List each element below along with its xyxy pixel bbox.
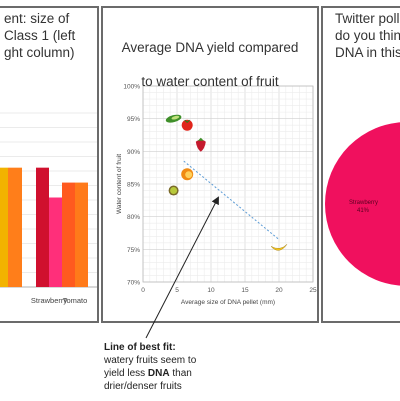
strawberry-leaves — [197, 137, 204, 141]
x-tick-label: Strawberry — [31, 296, 68, 305]
x-tick-label: 5 — [175, 287, 179, 294]
annotation-line3: yield less DNA than — [104, 368, 192, 379]
point-tomato — [181, 119, 193, 131]
pie-slice-value: 41% — [357, 208, 370, 214]
bar — [49, 197, 62, 287]
kiwi-flesh — [170, 187, 178, 195]
x-tick-label: Tomato — [63, 296, 88, 305]
point-orange — [181, 168, 194, 181]
scatter-title-line1: Average DNA yield compared — [121, 40, 299, 55]
scatter-chart: 0 5 10 15 20 25 70% 75% 80% 85% 90% 95% 100% Average … — [116, 84, 317, 307]
poll-chart-title: Twitter poll do you thin DNA in this — [335, 11, 400, 60]
scatter-chart-panel: Average DNA yield compared to water cont… — [101, 6, 319, 323]
y-tick-label: 95% — [127, 116, 140, 123]
point-banana — [270, 244, 288, 251]
y-tick-label: 75% — [127, 247, 140, 254]
x-tick-label: 25 — [309, 287, 317, 294]
pie-slice-label: Strawberry — [349, 200, 378, 206]
x-tick-label: 10 — [207, 287, 215, 294]
point-strawberry — [195, 137, 206, 152]
orange-flesh — [185, 171, 193, 179]
tomato-icon — [181, 119, 193, 131]
x-tick-label: 0 — [141, 287, 145, 294]
bar — [75, 182, 88, 287]
left-chart-panel: ent: size of Class 1 (left ght column) S… — [0, 6, 99, 323]
cucumber-flesh — [171, 115, 180, 120]
annotation-line2: watery fruits seem to — [104, 355, 197, 366]
banana-icon — [270, 244, 288, 251]
x-tick-label: 20 — [275, 287, 283, 294]
y-tick-label: 90% — [127, 149, 140, 156]
y-tick-label: 80% — [127, 214, 140, 221]
trendline — [183, 160, 280, 240]
scatter-title-line2: to water content of fruit — [141, 74, 279, 89]
annotation-line4: drier/denser fruits — [104, 381, 182, 392]
x-axis-label: Average size of DNA pellet (mm) — [181, 299, 275, 306]
y-axis-label: Water content of fruit — [116, 154, 123, 214]
scatter-chart-title: Average DNA yield compared to water cont… — [103, 22, 317, 107]
left-chart-title: ent: size of Class 1 (left ght column) — [4, 11, 76, 60]
trendline-annotation: Line of best fit: watery fruits seem to … — [104, 341, 234, 393]
point-kiwi — [168, 185, 179, 196]
annotation-lead: Line of best fit: — [104, 342, 176, 353]
x-tick-label: 15 — [241, 287, 249, 294]
poll-pie-chart: Strawberry 41% — [325, 122, 400, 286]
y-tick-label: 85% — [127, 182, 140, 189]
bar — [36, 167, 49, 287]
bar — [62, 182, 75, 287]
poll-chart-panel: Twitter poll do you thin DNA in this Str… — [321, 6, 400, 323]
pie-slice-strawberry — [325, 122, 400, 286]
tomato-stem — [184, 119, 191, 123]
bar — [0, 167, 8, 287]
point-cucumber — [165, 114, 182, 123]
y-tick-label: 70% — [127, 280, 140, 287]
bar — [8, 167, 22, 287]
strawberry-icon — [195, 139, 206, 152]
plot-frame — [142, 85, 314, 283]
y-tick-label: 100% — [123, 84, 140, 91]
